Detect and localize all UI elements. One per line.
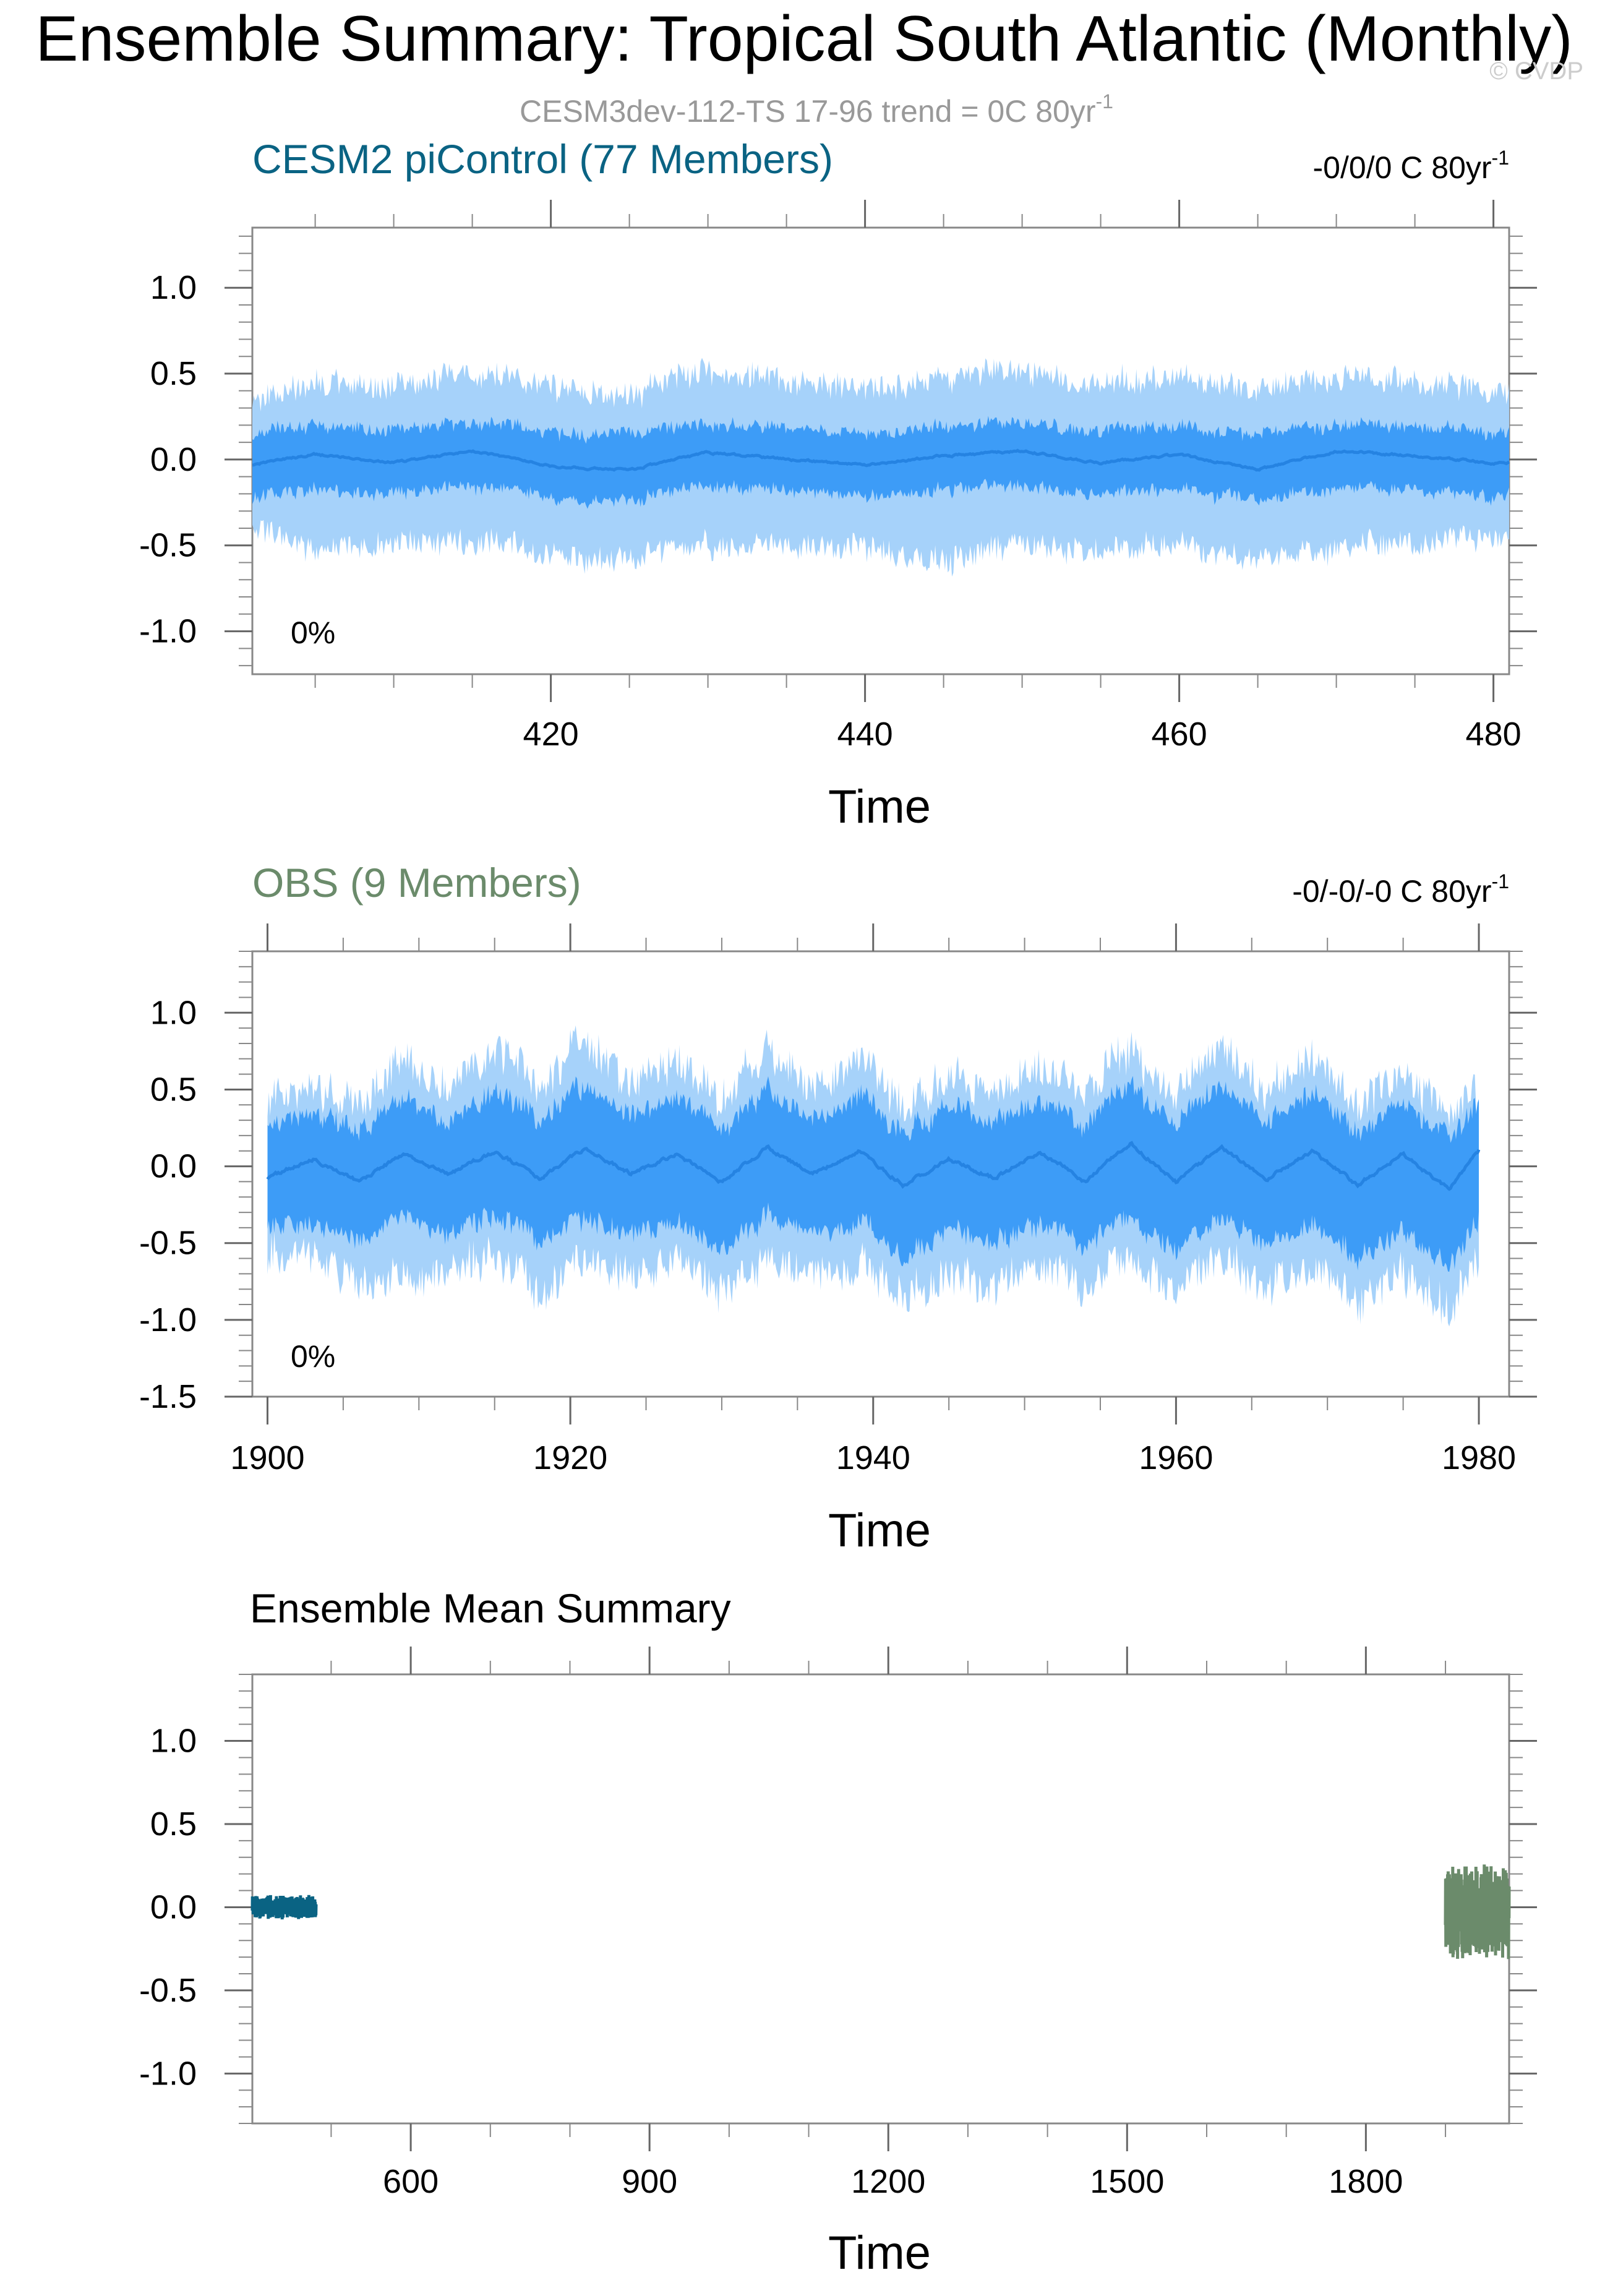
x-tick-label: 1960 (1139, 1439, 1213, 1476)
y-tick-label: 0.5 (150, 1806, 197, 1843)
x-tick-label: 480 (1466, 716, 1522, 753)
x-axis-label: Time (828, 2227, 931, 2279)
x-tick-label: 1900 (230, 1439, 304, 1476)
x-tick-label: 1800 (1329, 2163, 1403, 2200)
y-tick-label: 0.5 (150, 1071, 197, 1108)
y-tick-label: -0.5 (139, 1225, 197, 1262)
ensemble-mean-line (252, 448, 1510, 472)
watermark: © CVDP (1489, 58, 1583, 85)
y-tick-label: -0.5 (139, 527, 197, 564)
x-axis-label: Time (828, 781, 931, 833)
x-tick-label: 420 (523, 716, 579, 753)
x-tick-label: 600 (383, 2163, 439, 2200)
y-tick-label: -1.0 (139, 2055, 197, 2092)
x-tick-label: 1200 (851, 2163, 925, 2200)
y-tick-label: 1.0 (150, 269, 197, 306)
y-tick-label: 0.5 (150, 355, 197, 392)
y-tick-label: -1.0 (139, 1301, 197, 1339)
x-tick-label: 460 (1152, 716, 1207, 753)
plot-frame (251, 1673, 1510, 2125)
x-tick-label: 1980 (1442, 1439, 1516, 1476)
x-tick-label: 1500 (1090, 2163, 1164, 2200)
figure-title: Ensemble Summary: Tropical South Atlanti… (35, 3, 1572, 75)
inner-spread-band (267, 1076, 1479, 1272)
y-tick-label: 1.0 (150, 994, 197, 1031)
x-tick-label: 900 (622, 2163, 677, 2200)
y-tick-label: 0.0 (150, 1148, 197, 1185)
panel-title: OBS (9 Members) (252, 860, 581, 906)
x-tick-label: 1920 (533, 1439, 607, 1476)
y-tick-label: -1.5 (139, 1378, 197, 1415)
y-tick-label: 1.0 (150, 1723, 197, 1760)
trend-label: -0/-0/-0 C 80yr-1 (1292, 870, 1509, 909)
panel-obs: OBS (9 Members) -0/-0/-0 C 80yr-1 Time 0… (139, 860, 1537, 1557)
figure-subtitle: CESM3dev-112-TS 17-96 trend = 0C 80yr-1 (520, 90, 1113, 129)
panel-title: Ensemble Mean Summary (250, 1585, 731, 1631)
plot-frame (251, 950, 1510, 1398)
y-tick-label: -0.5 (139, 1972, 197, 2009)
percent-label: 0% (291, 1339, 335, 1374)
summary-series-line (1444, 1864, 1511, 1960)
panel-ensemble-mean: Ensemble Mean Summary Time -1.0 -0.5 0.0 0.… (139, 1585, 1537, 2279)
x-axis-label: Time (828, 1504, 931, 1557)
percent-label: 0% (291, 615, 335, 650)
ensemble-mean-line (266, 1141, 1481, 1191)
y-tick-label: -1.0 (139, 613, 197, 650)
trend-label: -0/0/0 C 80yr-1 (1313, 147, 1509, 185)
panel-cesm2: CESM2 piControl (77 Members) -0/0/0 C 80… (139, 136, 1537, 833)
y-tick-label: 0.0 (150, 1888, 197, 1925)
x-tick-label: 1940 (836, 1439, 910, 1476)
y-tick-label: 0.0 (150, 441, 197, 478)
x-tick-label: 440 (837, 716, 893, 753)
summary-series-line (250, 1895, 318, 1920)
panel-title: CESM2 piControl (77 Members) (252, 136, 833, 182)
